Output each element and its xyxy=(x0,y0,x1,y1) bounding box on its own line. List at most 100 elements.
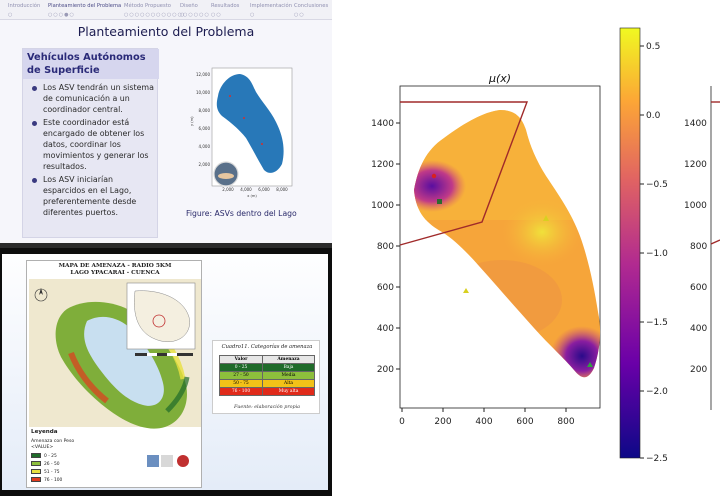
nav-dots[interactable]: ○ xyxy=(250,12,256,18)
nav-dots[interactable]: ○○○●○ xyxy=(48,12,75,18)
legend-label: 0 - 25 xyxy=(44,454,57,459)
table-title: Cuadro11. Categorías de amenaza xyxy=(221,344,313,350)
lake-area xyxy=(84,316,164,406)
asv-marker-triangle xyxy=(463,288,469,293)
legend-label: 76 - 100 xyxy=(44,478,63,483)
y-tick-label: 1000 xyxy=(371,201,394,211)
table-cell: Muy alta xyxy=(262,387,315,396)
figure-ytick: 8,000 xyxy=(199,108,211,113)
north-arrow-icon xyxy=(39,288,43,295)
nav-item-resultados[interactable]: Resultados xyxy=(211,3,240,9)
legend-swatch xyxy=(31,461,41,466)
threat-map: MAPA DE AMENAZA - RADIO 5KM LAGO YPACARA… xyxy=(26,260,202,488)
figure-caption: Figure: ASVs dentro del Lago xyxy=(186,209,297,218)
legend-label: 51 - 75 xyxy=(44,470,60,475)
y-tick-label: 1400 xyxy=(371,119,394,129)
asv-marker-triangle xyxy=(587,362,593,367)
table-cell: Alta xyxy=(262,379,315,388)
bullet-list: Los ASV tendrán un sistema de comunicaci… xyxy=(29,83,157,222)
map-graphic xyxy=(29,279,201,467)
table-cell: 0 - 25 xyxy=(218,363,264,372)
bullet-icon xyxy=(32,86,37,91)
table-cell: 50 - 75 xyxy=(218,379,264,388)
high-threat-band xyxy=(68,351,109,404)
legend-title: Leyenda xyxy=(31,429,58,435)
colorbar xyxy=(619,27,641,459)
table-header-row: Valor Amenaza xyxy=(218,355,315,364)
nav-item-conclusiones[interactable]: Conclusiones xyxy=(294,3,329,9)
legend-subtitle-line: Amenaza con Peso xyxy=(31,439,75,444)
table-row: 76 - 100 Muy alta xyxy=(218,387,315,396)
threat-map-slide: MAPA DE AMENAZA - RADIO 5KM LAGO YPACARA… xyxy=(0,248,332,496)
legend-swatch xyxy=(31,469,41,474)
nav-item-introduccion[interactable]: Introducción xyxy=(8,3,41,9)
bullet-text: Este coordinador está encargado de obten… xyxy=(43,118,149,171)
presentation-slide: Introducción ○ Planteamiento del Problem… xyxy=(0,0,332,248)
y-tick-label: 1200 xyxy=(371,160,394,170)
mu-heatmap-plot: μ(x) xyxy=(332,0,720,496)
nav-item-metodo[interactable]: Método Propuesto xyxy=(124,3,171,9)
scale-bar-segment xyxy=(167,353,177,356)
threat-category-table-card: Cuadro11. Categorías de amenaza Valor Am… xyxy=(212,340,320,414)
nav-dots[interactable]: ○○ xyxy=(294,12,305,18)
legend-subtitle-line: <VALUE> xyxy=(31,445,54,450)
nav-dots[interactable]: ○○ xyxy=(211,12,222,18)
y-tick-label: 800 xyxy=(377,242,394,252)
figure-ytick: 4,000 xyxy=(199,144,211,149)
x-tick-label: 800 xyxy=(557,417,574,427)
logo-icon xyxy=(147,455,159,467)
colorbar-tick-label: −1.5 xyxy=(646,318,668,328)
legend-subtitle: Amenaza con Peso <VALUE> xyxy=(31,439,74,451)
slide-canvas: Introducción ○ Planteamiento del Problem… xyxy=(0,0,332,244)
threat-category-table: Valor Amenaza 0 - 25 Baja 27 - 50 Media … xyxy=(218,355,315,396)
map-title-line: LAGO YPACARAI - CUENCA xyxy=(70,270,160,276)
boundary-line xyxy=(399,101,529,246)
table-row: 0 - 25 Baja xyxy=(218,363,315,372)
figure-xtick: 6,000 xyxy=(258,187,270,192)
table-source: Fuente: elaboración propia xyxy=(233,405,301,410)
table-cell: 76 - 100 xyxy=(218,387,264,396)
logo-icon xyxy=(161,455,173,467)
figure-xlabel: x (m) xyxy=(247,194,257,198)
legend-item: 0 - 25 xyxy=(31,453,57,459)
table-cell: Media xyxy=(262,371,315,380)
x-tick-label: 600 xyxy=(516,417,533,427)
nav-item-diseno[interactable]: Diseño xyxy=(180,3,198,9)
colorbar-tick-label: 0.5 xyxy=(646,42,660,52)
map-title-line: MAPA DE AMENAZA - RADIO 5KM xyxy=(58,263,172,269)
map-title: MAPA DE AMENAZA - RADIO 5KM LAGO YPACARA… xyxy=(27,263,203,277)
block-title: Vehículos Autónomos de Superficie xyxy=(23,49,159,79)
colorbar-tick-label: −2.5 xyxy=(646,454,668,464)
nav-dots[interactable]: ○ xyxy=(8,12,14,18)
slide-title: Planteamiento del Problema xyxy=(77,24,255,39)
bullet-text: Los ASV tendrán un sistema de comunicaci… xyxy=(43,83,154,114)
nav-item-implementacion[interactable]: Implementación xyxy=(250,3,293,9)
partial-y-tick-label: 600 xyxy=(690,283,707,293)
x-axis: 0 200 400 600 800 xyxy=(399,408,575,427)
content-block: Vehículos Autónomos de Superficie Los AS… xyxy=(22,48,159,238)
table-cell: Baja xyxy=(262,363,315,372)
nav-item-planteamiento[interactable]: Planteamiento del Problema xyxy=(48,3,122,9)
nav-dots[interactable]: ○○○○○○○○○○○○○○○○ xyxy=(124,12,210,18)
lake-shape xyxy=(216,74,284,173)
partial-y-tick-label: 1000 xyxy=(684,201,707,211)
boat-photo-detail xyxy=(218,173,234,179)
partial-y-tick-label: 1400 xyxy=(684,119,707,129)
plot-title: μ(x) xyxy=(488,72,511,85)
legend-label: 26 - 50 xyxy=(44,462,60,467)
table-cell: 27 - 50 xyxy=(218,371,264,380)
figure-ytick: 10,000 xyxy=(196,90,210,95)
partial-neighbor-plot: 1400 1200 1000 800 600 400 200 xyxy=(684,86,720,410)
bullet-icon xyxy=(32,121,37,127)
table-row: 27 - 50 Media xyxy=(218,371,315,380)
scale-bar xyxy=(135,353,193,356)
heatmap-high-region xyxy=(502,198,582,266)
list-item: Los ASV iniciarían esparcidos en el Lago… xyxy=(29,175,157,218)
low-threat-band xyxy=(165,376,190,413)
asv-marker xyxy=(229,95,231,97)
inset-marker xyxy=(152,314,166,328)
legend-item: 26 - 50 xyxy=(31,461,60,467)
colorbar-tick-label: −1.0 xyxy=(646,249,668,259)
nav-dots[interactable]: ○ xyxy=(180,12,186,18)
